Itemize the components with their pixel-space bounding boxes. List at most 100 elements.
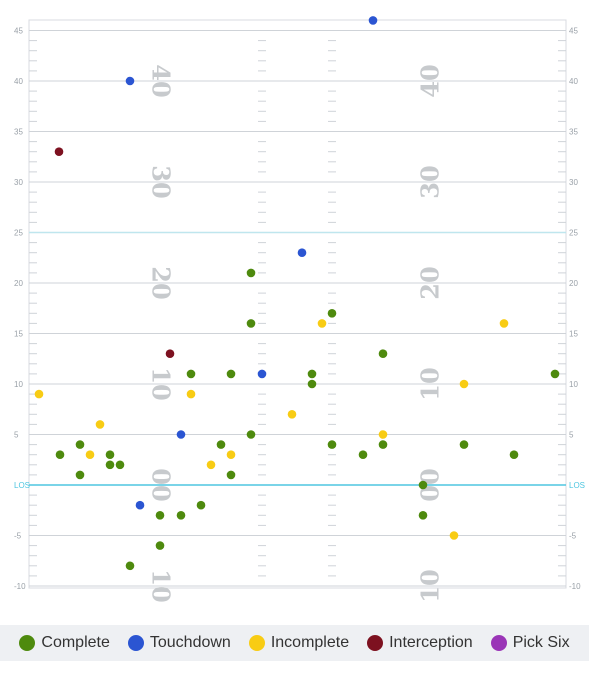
point-complete[interactable] xyxy=(155,511,165,520)
y-tick-label-right: 15 xyxy=(569,330,578,339)
y-tick-label-left: 10 xyxy=(14,380,23,389)
point-incomplete[interactable] xyxy=(85,450,95,460)
point-incomplete[interactable] xyxy=(287,410,297,419)
legend-swatch-incomplete xyxy=(248,635,265,651)
point-complete[interactable] xyxy=(186,369,196,379)
point-complete[interactable] xyxy=(196,500,206,510)
point-complete[interactable] xyxy=(378,349,388,359)
point-complete[interactable] xyxy=(105,460,115,470)
legend-swatch-complete xyxy=(19,635,36,651)
legend-label-complete: Complete xyxy=(41,634,110,651)
y-tick-label-left: 20 xyxy=(14,279,23,288)
yard-number: 20 xyxy=(147,266,176,299)
point-incomplete[interactable] xyxy=(226,450,236,460)
y-tick-label-left: 35 xyxy=(14,128,23,137)
point-complete[interactable] xyxy=(155,541,165,550)
legend-item-pick-six[interactable]: Pick Six xyxy=(490,634,570,652)
point-complete[interactable] xyxy=(418,480,428,490)
point-touchdown[interactable] xyxy=(368,16,378,25)
y-tick-label-left: 30 xyxy=(14,178,23,187)
y-tick-label-right: 45 xyxy=(569,27,578,36)
y-tick-label-left: 15 xyxy=(14,330,23,339)
point-complete[interactable] xyxy=(459,440,469,449)
yard-number: 20 xyxy=(416,266,445,299)
point-complete[interactable] xyxy=(216,440,226,449)
legend-swatch-touchdown xyxy=(127,635,144,651)
point-interception[interactable] xyxy=(54,147,64,156)
y-tick-label-right: 35 xyxy=(569,128,578,137)
point-complete[interactable] xyxy=(509,450,519,460)
yard-number: 10 xyxy=(147,367,176,400)
legend-item-incomplete[interactable]: Incomplete xyxy=(248,634,350,652)
legend: Complete Touchdown Incomplete Intercepti… xyxy=(0,625,589,661)
y-tick-label-left: 5 xyxy=(14,431,19,440)
legend-label-interception: Interception xyxy=(389,634,473,651)
yard-number: 10 xyxy=(416,367,445,400)
point-complete[interactable] xyxy=(115,460,125,470)
y-tick-label-left: LOS xyxy=(14,481,30,490)
legend-item-touchdown[interactable]: Touchdown xyxy=(127,634,231,652)
point-complete[interactable] xyxy=(378,440,388,449)
point-touchdown[interactable] xyxy=(176,430,186,439)
yard-number: 00 xyxy=(147,468,176,501)
y-tick-label-left: 25 xyxy=(14,229,23,238)
point-interception[interactable] xyxy=(165,349,175,359)
point-complete[interactable] xyxy=(105,450,115,460)
point-complete[interactable] xyxy=(327,309,337,318)
legend-label-incomplete: Incomplete xyxy=(270,634,350,651)
point-incomplete[interactable] xyxy=(206,460,216,470)
point-complete[interactable] xyxy=(75,440,85,449)
y-tick-label-right: -10 xyxy=(569,582,581,591)
point-incomplete[interactable] xyxy=(186,389,196,399)
legend-label-touchdown: Touchdown xyxy=(149,634,231,651)
point-incomplete[interactable] xyxy=(459,379,469,389)
point-complete[interactable] xyxy=(307,379,317,389)
legend-item-complete[interactable]: Complete xyxy=(19,634,110,652)
y-tick-label-left: -5 xyxy=(14,532,22,541)
y-tick-label-left: -10 xyxy=(14,582,26,591)
point-incomplete[interactable] xyxy=(95,420,105,429)
point-complete[interactable] xyxy=(246,268,256,278)
point-complete[interactable] xyxy=(125,561,135,571)
point-complete[interactable] xyxy=(226,470,236,480)
point-touchdown[interactable] xyxy=(135,500,145,510)
point-complete[interactable] xyxy=(307,369,317,379)
point-incomplete[interactable] xyxy=(499,319,509,328)
legend-label-pick-six: Pick Six xyxy=(512,634,570,651)
y-tick-label-right: 5 xyxy=(569,431,574,440)
y-tick-label-right: 30 xyxy=(569,178,578,187)
y-tick-label-left: 40 xyxy=(14,77,23,86)
y-tick-label-right: LOS xyxy=(569,481,585,490)
point-complete[interactable] xyxy=(55,450,65,460)
point-complete[interactable] xyxy=(246,319,256,328)
point-complete[interactable] xyxy=(550,369,560,379)
point-complete[interactable] xyxy=(226,369,236,379)
y-tick-label-right: 25 xyxy=(569,229,578,238)
point-incomplete[interactable] xyxy=(449,531,459,540)
point-touchdown[interactable] xyxy=(257,369,267,379)
point-complete[interactable] xyxy=(246,430,256,439)
yard-number: 10 xyxy=(416,569,445,602)
point-incomplete[interactable] xyxy=(317,319,327,328)
y-tick-label-right: 40 xyxy=(569,77,578,86)
yard-number: 30 xyxy=(416,165,445,198)
point-incomplete[interactable] xyxy=(378,430,388,439)
yard-number: 40 xyxy=(416,64,445,97)
point-complete[interactable] xyxy=(176,511,186,520)
point-touchdown[interactable] xyxy=(297,248,307,257)
legend-item-interception[interactable]: Interception xyxy=(367,634,473,652)
y-tick-label-right: -5 xyxy=(569,532,577,541)
y-tick-label-left: 45 xyxy=(14,27,23,36)
y-tick-label-right: 20 xyxy=(569,279,578,288)
yard-number: 40 xyxy=(147,64,176,97)
point-complete[interactable] xyxy=(327,440,337,449)
point-incomplete[interactable] xyxy=(34,389,44,399)
point-complete[interactable] xyxy=(418,511,428,520)
point-complete[interactable] xyxy=(75,470,85,480)
yard-number: 10 xyxy=(147,569,176,602)
yard-number: 30 xyxy=(147,165,176,198)
point-complete[interactable] xyxy=(358,450,368,460)
point-touchdown[interactable] xyxy=(125,76,135,86)
legend-swatch-interception xyxy=(367,635,384,651)
